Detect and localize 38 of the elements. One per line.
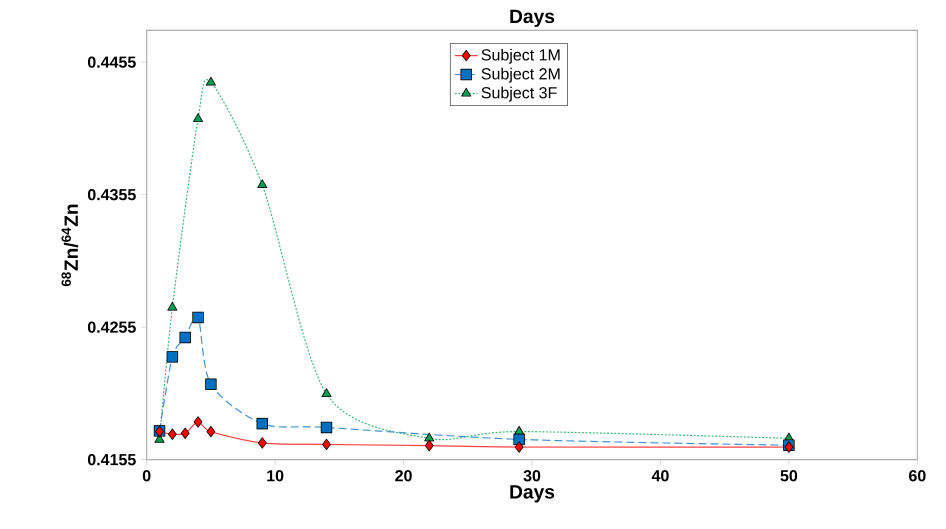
point: [192, 312, 204, 324]
y-tick-label: 0.4155: [88, 454, 136, 466]
point: [321, 388, 332, 398]
x-tick-label: 60: [909, 470, 926, 482]
point: [424, 432, 434, 442]
chart-title: Days: [510, 10, 554, 27]
point: [206, 426, 216, 438]
point: [257, 179, 268, 188]
y-tick-label: 0.4455: [88, 56, 136, 68]
x-tick-label: 10: [267, 470, 284, 482]
point: [513, 434, 525, 446]
x-tick-label: 30: [523, 470, 540, 482]
legend-label: Subject 1M: [482, 48, 560, 64]
point: [258, 437, 267, 449]
x-tick-label: 0: [142, 470, 150, 482]
point: [167, 302, 178, 311]
point: [194, 416, 202, 428]
point: [205, 378, 217, 390]
point: [514, 441, 524, 453]
point: [256, 418, 268, 430]
point: [179, 332, 191, 344]
legend-label: Subject 3F: [482, 86, 557, 102]
x-tick-label: 20: [395, 470, 412, 482]
y-tick-label: 0.4355: [88, 188, 136, 200]
point: [166, 351, 178, 363]
point: [320, 422, 332, 434]
point: [168, 428, 177, 440]
point: [322, 438, 331, 450]
point: [180, 428, 190, 440]
point: [193, 113, 204, 122]
x-axis-title: Days: [510, 485, 554, 502]
x-tick-label: 50: [780, 470, 798, 482]
x-tick-label: 40: [652, 470, 669, 482]
y-tick-label: 0.4255: [88, 321, 136, 333]
y-axis-title: $^{68}$Zn/$^{64}$Zn: [62, 204, 78, 286]
legend-label: Subject 2M: [482, 68, 560, 83]
point: [206, 76, 216, 86]
point: [424, 440, 434, 452]
